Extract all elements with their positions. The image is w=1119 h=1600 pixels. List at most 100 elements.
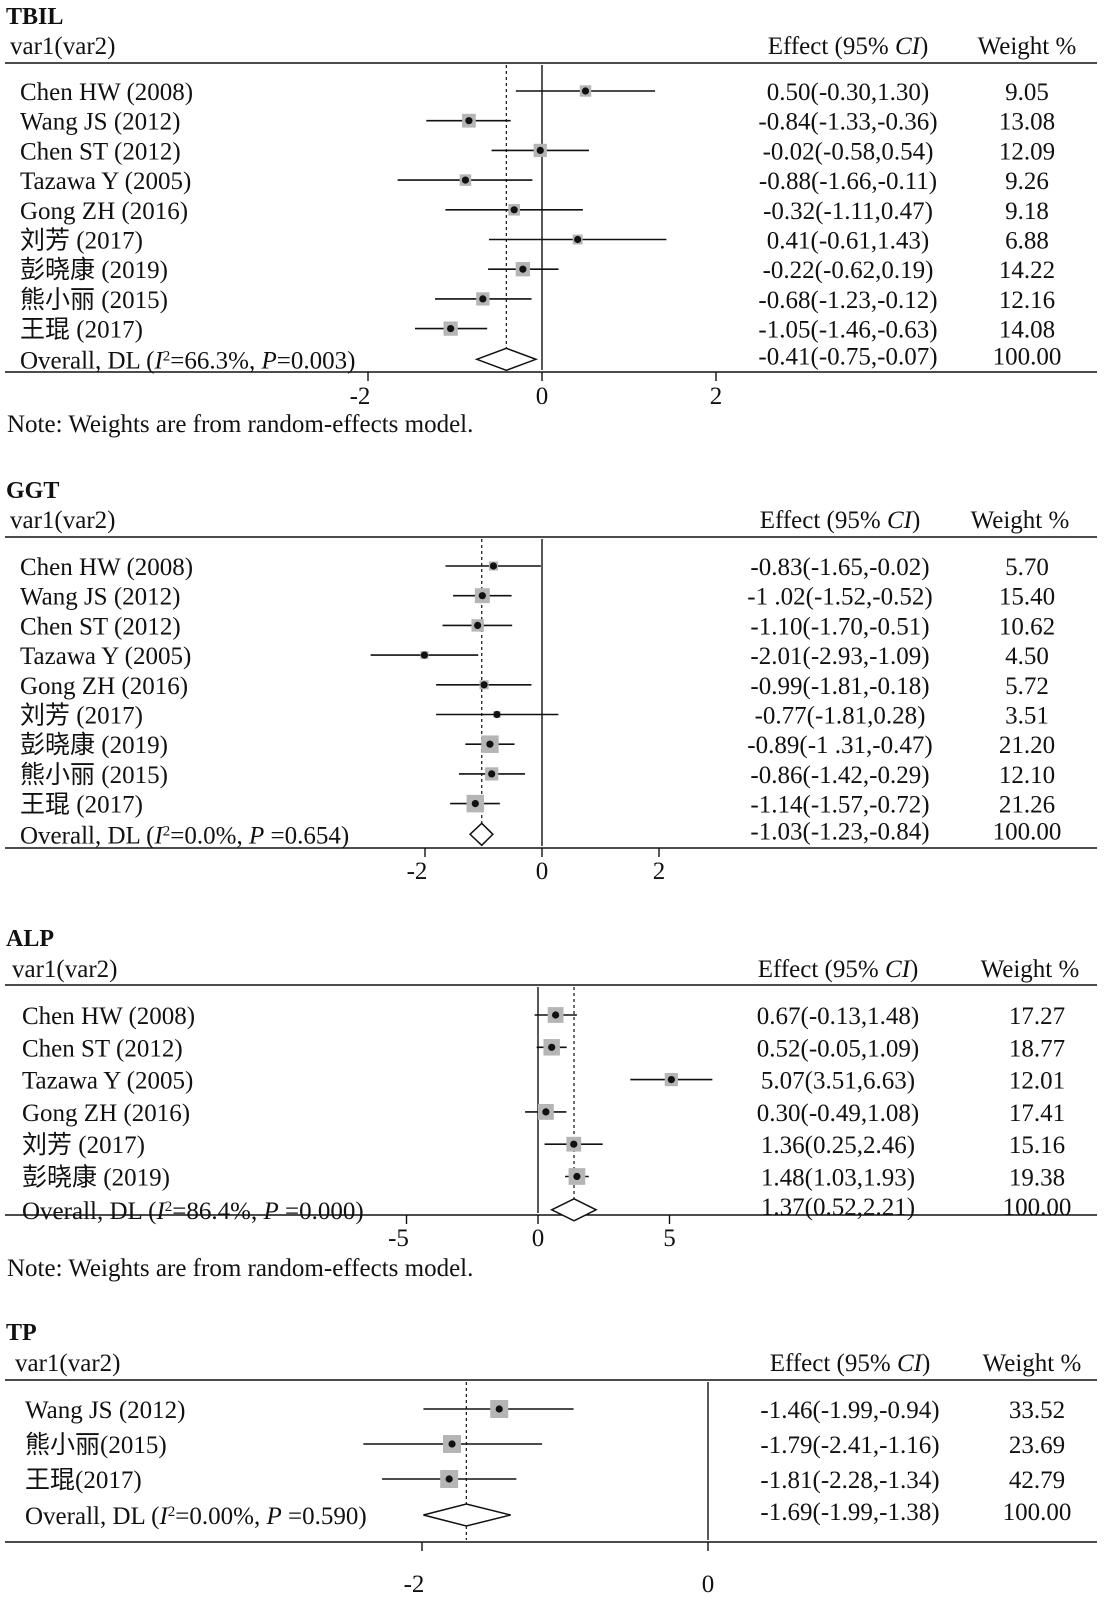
point-estimate (479, 295, 487, 303)
overall-diamond (423, 1503, 511, 1527)
weight-value: 21.20 (999, 732, 1055, 759)
weight-value: 13.08 (999, 109, 1055, 136)
i2-value: =0.00%, (175, 1503, 266, 1530)
header-effect-suffix: ) (922, 1350, 930, 1377)
i2-superscript: 2 (163, 823, 171, 839)
effect-value: -1.14(-1.57,-0.72) (750, 792, 929, 819)
p-symbol: P (262, 1198, 278, 1225)
point-estimate (465, 117, 473, 125)
study-row: 刘芳 (2017) 0.41(-0.61,1.43) 6.88 (20, 227, 1049, 255)
weight-value: 12.10 (999, 762, 1055, 789)
x-axis: -2 0 2 (407, 848, 665, 885)
study-row: Chen HW (2008) 0.67(-0.13,1.48) 17.27 (22, 1003, 1065, 1030)
study-label: Tazawa Y (2005) (20, 643, 191, 670)
weight-value: 14.08 (999, 317, 1055, 344)
point-estimate (420, 651, 429, 659)
study-row: 彭晓康 (2019) -0.89(-1 .31,-0.47) 21.20 (20, 731, 1055, 759)
study-label: 刘芳 (2017) (22, 1131, 145, 1159)
effect-value: -0.02(-0.58,0.54) (763, 138, 934, 165)
panel-title: TBIL (6, 4, 63, 30)
x-tick-label: -5 (388, 1225, 409, 1252)
effect-value: -2.01(-2.93,-1.09) (750, 643, 929, 670)
x-axis: -5 0 5 (388, 1215, 676, 1252)
weight-value: 12.09 (999, 138, 1055, 165)
weight-value: 3.51 (1005, 703, 1049, 730)
header-weight: Weight % (981, 956, 1080, 983)
overall-diamond (468, 822, 494, 847)
point-estimate (488, 770, 496, 778)
study-row: 熊小丽(2015) -1.79(-2.41,-1.16) 23.69 (25, 1431, 1065, 1459)
study-row: Chen HW (2008) -0.83(-1.65,-0.02) 5.70 (20, 554, 1049, 581)
point-estimate (486, 740, 494, 748)
x-axis: -2 0 2 (350, 372, 722, 410)
p-value: =0.000) (279, 1198, 364, 1225)
effect-value: 0.52(-0.05,1.09) (757, 1035, 919, 1062)
study-row: 刘芳 (2017) 1.36(0.25,2.46) 15.16 (22, 1131, 1065, 1159)
weight-value: 4.50 (1005, 643, 1049, 670)
overall-weight-value: 100.00 (1003, 1499, 1072, 1526)
weight-value: 23.69 (1009, 1432, 1065, 1459)
study-row: Chen HW (2008) 0.50(-0.30,1.30) 9.05 (20, 79, 1049, 106)
study-label: Chen ST (2012) (20, 138, 181, 165)
overall-row: Overall, DL (I2=66.3%, P=0.003) -0.41(-0.… (20, 343, 1061, 374)
point-estimate (552, 1011, 560, 1019)
overall-label: Overall, DL (I2=0.00%, P =0.590) (25, 1503, 367, 1530)
weight-value: 19.38 (1009, 1165, 1065, 1192)
effect-value: -1.10(-1.70,-0.51) (750, 613, 929, 640)
point-estimate (495, 1405, 503, 1413)
study-row: Gong ZH (2016) -0.99(-1.81,-0.18) 5.72 (20, 673, 1049, 700)
point-estimate (461, 176, 470, 184)
study-label: Gong ZH (2016) (20, 673, 188, 700)
study-label: Wang JS (2012) (20, 584, 180, 611)
effect-value: 0.50(-0.30,1.30) (767, 79, 929, 106)
study-row: Tazawa Y (2005) 5.07(3.51,6.63) 12.01 (22, 1068, 1065, 1095)
header-effect-prefix: Effect (95% (770, 1350, 897, 1377)
header-effect-ci: CI (885, 956, 912, 983)
point-estimate (536, 146, 544, 154)
study-label: 熊小丽(2015) (25, 1431, 167, 1459)
i2-value: =0.0%, (170, 822, 249, 849)
overall-row: Overall, DL (I2=86.4%, P =0.000) 1.37(0.5… (22, 1194, 1071, 1225)
point-estimate (667, 1076, 675, 1084)
weight-value: 9.05 (1005, 79, 1049, 106)
overall-prefix: Overall, DL ( (20, 822, 154, 849)
point-estimate (542, 1108, 550, 1116)
study-label: Chen HW (2008) (22, 1003, 195, 1030)
study-row: Tazawa Y (2005) -0.88(-1.66,-0.11) 9.26 (20, 168, 1049, 195)
point-estimate (471, 800, 479, 808)
study-label: Chen HW (2008) (20, 554, 193, 581)
overall-effect-value: -0.41(-0.75,-0.07) (758, 343, 937, 370)
study-row: Wang JS (2012) -0.84(-1.33,-0.36) 13.08 (20, 109, 1055, 136)
overall-label: Overall, DL (I2=86.4%, P =0.000) (22, 1198, 364, 1225)
study-row: 熊小丽 (2015) -0.86(-1.42,-0.29) 12.10 (20, 761, 1055, 789)
weight-value: 10.62 (999, 613, 1055, 640)
point-estimate (445, 1475, 453, 1483)
point-estimate (493, 710, 501, 719)
effect-value: -0.68(-1.23,-0.12) (758, 287, 937, 314)
point-estimate (447, 325, 455, 333)
study-label: 彭晓康 (2019) (20, 731, 168, 759)
header-effect: Effect (95% CI) (758, 956, 919, 983)
point-estimate (574, 235, 582, 244)
weight-value: 12.01 (1009, 1068, 1065, 1095)
overall-prefix: Overall, DL ( (20, 347, 154, 374)
study-row: Wang JS (2012) -1 .02(-1.52,-0.52) 15.40 (20, 584, 1055, 611)
point-estimate (519, 265, 527, 273)
weight-value: 9.18 (1005, 198, 1049, 225)
x-tick-label: -2 (350, 383, 371, 410)
i2-superscript: 2 (163, 348, 171, 364)
weights-note: Note: Weights are from random-effects mo… (7, 1255, 473, 1282)
study-label: Chen ST (2012) (20, 613, 181, 640)
overall-label: Overall, DL (I2=0.0%, P =0.654) (20, 822, 349, 849)
forest-panel-ggt: GGT var1(var2) Effect (95% CI) Weight % Chen… (5, 478, 1097, 885)
study-label: Wang JS (2012) (25, 1397, 185, 1424)
header-effect: Effect (95% CI) (768, 33, 929, 60)
effect-value: 1.48(1.03,1.93) (761, 1165, 915, 1192)
x-tick-label: -2 (407, 858, 428, 885)
study-row: Gong ZH (2016) -0.32(-1.11,0.47) 9.18 (20, 198, 1049, 225)
p-symbol: P (260, 347, 276, 374)
effect-value: -0.83(-1.65,-0.02) (750, 554, 929, 581)
overall-effect-value: 1.37(0.52,2.21) (761, 1194, 915, 1221)
study-label: 王琨 (2017) (20, 317, 143, 344)
point-estimate (548, 1043, 556, 1051)
